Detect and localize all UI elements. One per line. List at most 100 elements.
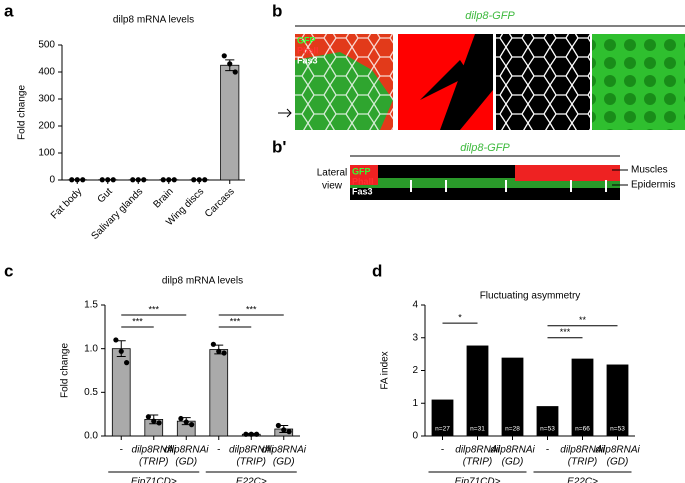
data-point [210, 341, 216, 347]
data-point [183, 419, 189, 425]
micrograph-fas3 [496, 34, 590, 130]
arrow [278, 108, 292, 118]
group-label: E22C> [236, 477, 267, 483]
data-point [171, 177, 177, 183]
x-tick-label: dilp8RNAi [595, 445, 640, 456]
data-point [151, 418, 157, 424]
x-tick-label: dilp8RNAi [262, 445, 307, 456]
y-tick-label: 0.0 [84, 431, 98, 442]
y-tick-label: 500 [38, 40, 55, 51]
micrograph-merge [295, 34, 393, 130]
significance-label: *** [230, 316, 241, 326]
data-point [202, 177, 208, 183]
data-point [275, 422, 281, 429]
y-tick-label: 300 [38, 94, 55, 105]
y-tick-label: 1 [412, 398, 418, 409]
n-label: n=66 [575, 426, 590, 433]
x-tick-label: - [120, 445, 123, 456]
data-point [113, 337, 119, 343]
channel-label: GFP [297, 35, 316, 45]
x-tick-label: dilp8RNAi [490, 445, 535, 456]
x-tick-label: Gut [96, 186, 115, 205]
y-tick-label: 1.5 [84, 300, 98, 311]
data-point [221, 53, 227, 59]
n-label: n=28 [505, 426, 520, 433]
panel-letter: b [272, 1, 282, 20]
y-tick-label: 200 [38, 121, 55, 132]
x-tick-note: (TRIP) [139, 457, 168, 468]
data-point [80, 177, 86, 183]
x-tick-label: dilp8RNAi [229, 445, 274, 456]
data-point [141, 177, 147, 183]
chart-title: dilp8 mRNA levels [162, 276, 243, 287]
bar [501, 357, 524, 437]
x-tick-note: (GD) [273, 457, 295, 468]
data-point [216, 348, 222, 354]
y-axis-label: FA index [380, 351, 391, 389]
n-label: n=27 [435, 426, 450, 433]
group-label: Eip71CD> [131, 477, 177, 483]
data-point [69, 177, 75, 183]
x-tick-label: - [546, 445, 549, 456]
y-tick-label: 3 [412, 332, 418, 343]
y-tick-label: 1.0 [84, 343, 98, 354]
x-tick-note: (TRIP) [463, 457, 492, 468]
data-point [156, 420, 162, 426]
n-label: n=53 [540, 426, 555, 433]
epidermis-label: Epidermis [631, 180, 675, 191]
y-tick-label: 100 [38, 148, 55, 159]
muscles-label: Muscles [631, 165, 668, 176]
micrograph-gfp [592, 34, 685, 130]
y-tick-label: 0.5 [84, 387, 98, 398]
data-point [243, 431, 249, 437]
x-tick-label: - [441, 445, 444, 456]
channel-label: Phall [352, 176, 374, 186]
channel-label: Fas3 [297, 55, 318, 65]
x-tick-note: (GD) [607, 457, 629, 468]
y-tick-label: 0 [49, 175, 55, 186]
x-tick-note: (TRIP) [568, 457, 597, 468]
data-point [99, 177, 105, 183]
data-point [135, 177, 141, 183]
x-tick-note: (GD) [175, 457, 197, 468]
bar [209, 349, 229, 437]
lateral-micrograph [350, 165, 620, 200]
data-point [178, 415, 184, 422]
data-point [74, 177, 80, 183]
data-point [160, 177, 166, 183]
chart-title: dilp8 mRNA levels [113, 15, 194, 26]
panel-letter: c [4, 261, 13, 280]
significance-label: ** [579, 315, 587, 325]
data-point [110, 177, 116, 183]
data-point [130, 177, 136, 183]
micrograph-phalloidin [398, 34, 493, 130]
y-axis-label: Fold change [17, 85, 28, 140]
y-tick-label: 4 [412, 300, 418, 311]
lateral-view-label: view [322, 181, 343, 192]
panel-letter: b' [272, 137, 286, 156]
data-point [118, 348, 124, 354]
panel-b2-title: dilp8-GFP [460, 142, 510, 154]
x-tick-label: Carcass [203, 186, 237, 220]
lateral-view-label: Lateral [317, 168, 348, 179]
x-tick-label: dilp8RNAi [455, 445, 500, 456]
x-tick-label: Brain [151, 186, 175, 210]
data-point [254, 431, 260, 437]
bar [466, 345, 489, 437]
significance-label: *** [246, 304, 257, 314]
x-tick-label: - [217, 445, 220, 456]
group-label: Eip71CD> [455, 477, 501, 483]
data-point [248, 431, 254, 437]
x-tick-note: (GD) [502, 457, 524, 468]
significance-label: *** [148, 304, 159, 314]
data-point [105, 177, 111, 183]
data-point [124, 360, 130, 366]
data-point [232, 69, 238, 75]
x-tick-label: dilp8RNAi [164, 445, 209, 456]
panel-b-title: dilp8-GFP [465, 10, 515, 22]
bar [220, 64, 240, 181]
group-label: E22C> [567, 477, 598, 483]
data-point [189, 422, 195, 428]
data-point [191, 177, 197, 183]
data-point [286, 429, 292, 435]
